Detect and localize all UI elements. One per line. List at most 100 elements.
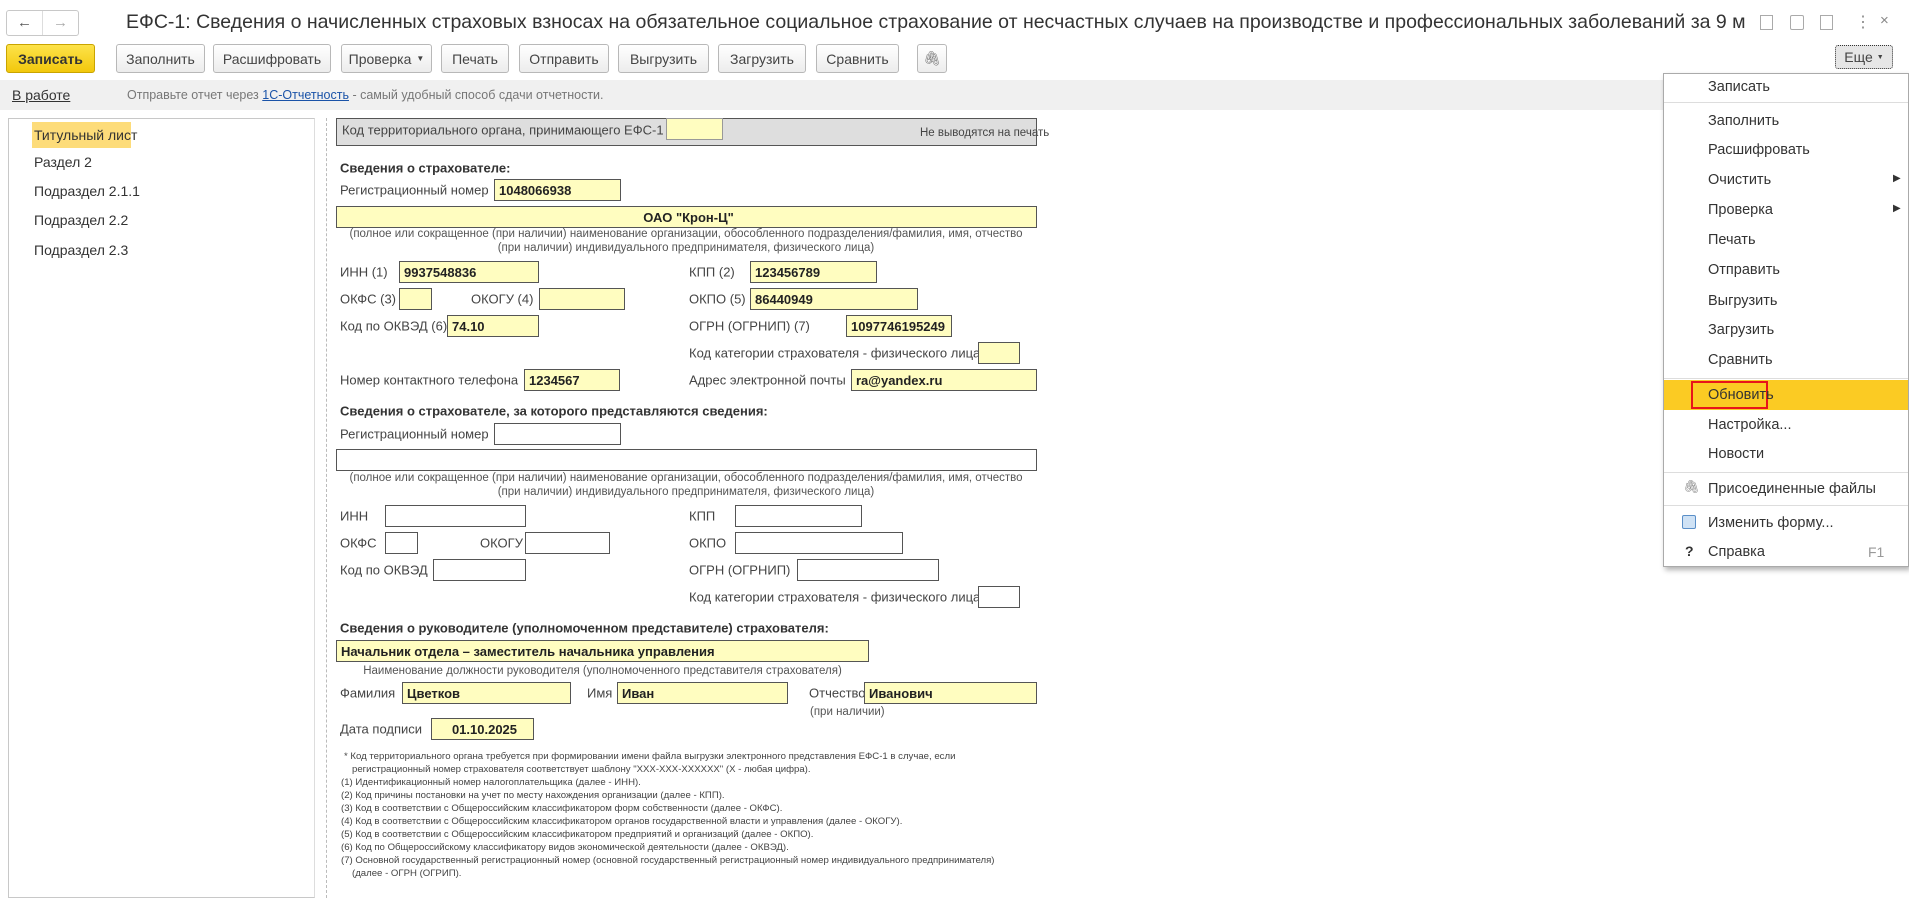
help-shortcut: F1 xyxy=(1868,544,1885,560)
more-label: Еще xyxy=(1844,49,1873,65)
org-caption: (полное или сокращенное (при наличии) на… xyxy=(349,228,1023,254)
menu-item-compare[interactable]: Сравнить xyxy=(1708,352,1773,368)
forward-button[interactable]: → xyxy=(53,14,68,31)
import-button[interactable]: Загрузить xyxy=(718,44,806,73)
save-icon[interactable] xyxy=(1760,15,1773,30)
sub-inn-label: ИНН xyxy=(340,508,369,524)
insurer-heading: Сведения о страхователе: xyxy=(340,160,511,176)
sub-reg-input[interactable] xyxy=(494,423,621,445)
section-2-1-1[interactable]: Подраздел 2.1.1 xyxy=(34,183,140,199)
signature-date-input[interactable]: 01.10.2025 xyxy=(431,718,534,740)
sub-org-caption: (полное или сокращенное (при наличии) на… xyxy=(349,472,1023,498)
menu-item-print[interactable]: Печать xyxy=(1708,232,1756,248)
footnote: (6) Код по Общероссийскому классификатор… xyxy=(341,842,789,853)
sub-kpp-input[interactable] xyxy=(735,505,862,527)
sub-inn-input[interactable] xyxy=(385,505,526,527)
footnote: регистрационный номер страхователя соотв… xyxy=(352,764,811,775)
okved-input[interactable]: 74.10 xyxy=(447,315,539,337)
okogu-input[interactable] xyxy=(539,288,625,310)
sub-okfs-input[interactable] xyxy=(385,532,418,554)
decode-button[interactable]: Расшифровать xyxy=(213,44,331,73)
sub-ogrn-input[interactable] xyxy=(797,559,939,581)
section-2-3[interactable]: Подраздел 2.3 xyxy=(34,242,129,258)
menu-item-save[interactable]: Записать xyxy=(1708,79,1770,95)
phone-input[interactable]: 1234567 xyxy=(524,369,620,391)
section-2[interactable]: Раздел 2 xyxy=(34,154,92,170)
patronymic-note: (при наличии) xyxy=(810,706,885,718)
menu-item-export[interactable]: Выгрузить xyxy=(1708,293,1778,309)
menu-item-send[interactable]: Отправить xyxy=(1708,262,1780,278)
ogrn-input[interactable]: 1097746195249 xyxy=(846,315,952,337)
more-button[interactable]: Еще ▼ xyxy=(1835,45,1893,69)
position-input[interactable]: Начальник отдела – заместитель начальник… xyxy=(336,640,869,662)
menu-item-check[interactable]: Проверка xyxy=(1708,202,1773,218)
menu-item-highlight xyxy=(1664,380,1908,410)
submenu-arrow-icon: ▶ xyxy=(1893,203,1901,214)
menu-item-settings[interactable]: Настройка... xyxy=(1708,417,1792,433)
back-button[interactable]: ← xyxy=(7,11,43,35)
sub-okogu-input[interactable] xyxy=(525,532,610,554)
check-label: Проверка xyxy=(348,50,412,67)
section-2-2[interactable]: Подраздел 2.2 xyxy=(34,212,129,228)
footnote: (далее - ОГРН (ОГРИП). xyxy=(352,868,462,879)
reg-number-input[interactable]: 1048066938 xyxy=(494,179,621,201)
menu-item-decode[interactable]: Расшифровать xyxy=(1708,142,1810,158)
okfs-input[interactable] xyxy=(399,288,432,310)
fill-button[interactable]: Заполнить xyxy=(116,44,205,73)
kpp-input[interactable]: 123456789 xyxy=(750,261,877,283)
more-actions-icon[interactable]: ⋮ xyxy=(1855,14,1871,31)
print-icon[interactable] xyxy=(1790,15,1804,30)
sub-okpo-input[interactable] xyxy=(735,532,903,554)
reporting-link[interactable]: 1С-Отчетность xyxy=(262,88,349,102)
menu-item-fill[interactable]: Заполнить xyxy=(1708,113,1780,129)
sub-category-input[interactable] xyxy=(978,586,1020,608)
paperclip-icon: 🖇 xyxy=(923,50,941,66)
menu-separator xyxy=(1664,378,1908,379)
patronymic-input[interactable]: Иванович xyxy=(864,682,1037,704)
name-input[interactable]: Иван xyxy=(617,682,788,704)
footnote: * Код территориального органа требуется … xyxy=(344,751,956,762)
send-button[interactable]: Отправить xyxy=(519,44,609,73)
reg-label: Регистрационный номер xyxy=(340,182,489,198)
sub-okfs-label: ОКФС xyxy=(340,535,377,551)
check-button[interactable]: Проверка ▼ xyxy=(341,44,432,73)
info-text: - самый удобный способ сдачи отчетности. xyxy=(348,88,604,102)
phone-label: Номер контактного телефона xyxy=(340,372,519,388)
menu-item-news[interactable]: Новости xyxy=(1708,446,1765,462)
inn-input[interactable]: 9937548836 xyxy=(399,261,539,283)
menu-item-clear[interactable]: Очистить xyxy=(1708,172,1772,188)
email-input[interactable]: ra@yandex.ru xyxy=(851,369,1037,391)
footnote: (4) Код в соответствии с Общероссийским … xyxy=(341,816,903,827)
okpo-input[interactable]: 86440949 xyxy=(750,288,918,310)
status-link[interactable]: В работе xyxy=(12,87,71,103)
no-print-note: Не выводятся на печать xyxy=(920,127,1050,139)
org-name-input[interactable]: ОАО "Крон-Ц" xyxy=(336,206,1037,228)
sub-okpo-label: ОКПО xyxy=(689,535,727,551)
preview-icon[interactable] xyxy=(1820,15,1833,30)
menu-separator xyxy=(1664,472,1908,473)
menu-item-help[interactable]: Справка xyxy=(1708,544,1765,560)
compare-button[interactable]: Сравнить xyxy=(816,44,899,73)
menu-item-change-form[interactable]: Изменить форму... xyxy=(1708,515,1834,531)
menu-separator xyxy=(1664,102,1908,103)
menu-item-refresh[interactable]: Обновить xyxy=(1708,387,1774,403)
category-input[interactable] xyxy=(978,342,1020,364)
close-icon[interactable]: × xyxy=(1880,12,1889,29)
sub-org-name-input[interactable] xyxy=(336,449,1037,471)
sub-reg-label: Регистрационный номер xyxy=(340,426,489,442)
submenu-arrow-icon: ▶ xyxy=(1893,173,1901,184)
kpp-label: КПП (2) xyxy=(689,264,735,280)
print-button[interactable]: Печать xyxy=(441,44,509,73)
territorial-code-input[interactable] xyxy=(666,118,723,140)
section-title-page[interactable]: Титульный лист xyxy=(34,127,138,143)
sections-panel xyxy=(8,118,315,898)
menu-item-attached-files[interactable]: Присоединенные файлы xyxy=(1708,481,1876,497)
save-button[interactable]: Записать xyxy=(6,44,95,73)
menu-item-import[interactable]: Загрузить xyxy=(1708,322,1775,338)
export-button[interactable]: Выгрузить xyxy=(618,44,709,73)
surname-input[interactable]: Цветков xyxy=(402,682,571,704)
menu-separator xyxy=(1664,505,1908,506)
sub-okved-input[interactable] xyxy=(433,559,526,581)
attach-button[interactable]: 🖇 xyxy=(917,44,947,73)
okogu-label: ОКОГУ (4) xyxy=(471,291,534,307)
